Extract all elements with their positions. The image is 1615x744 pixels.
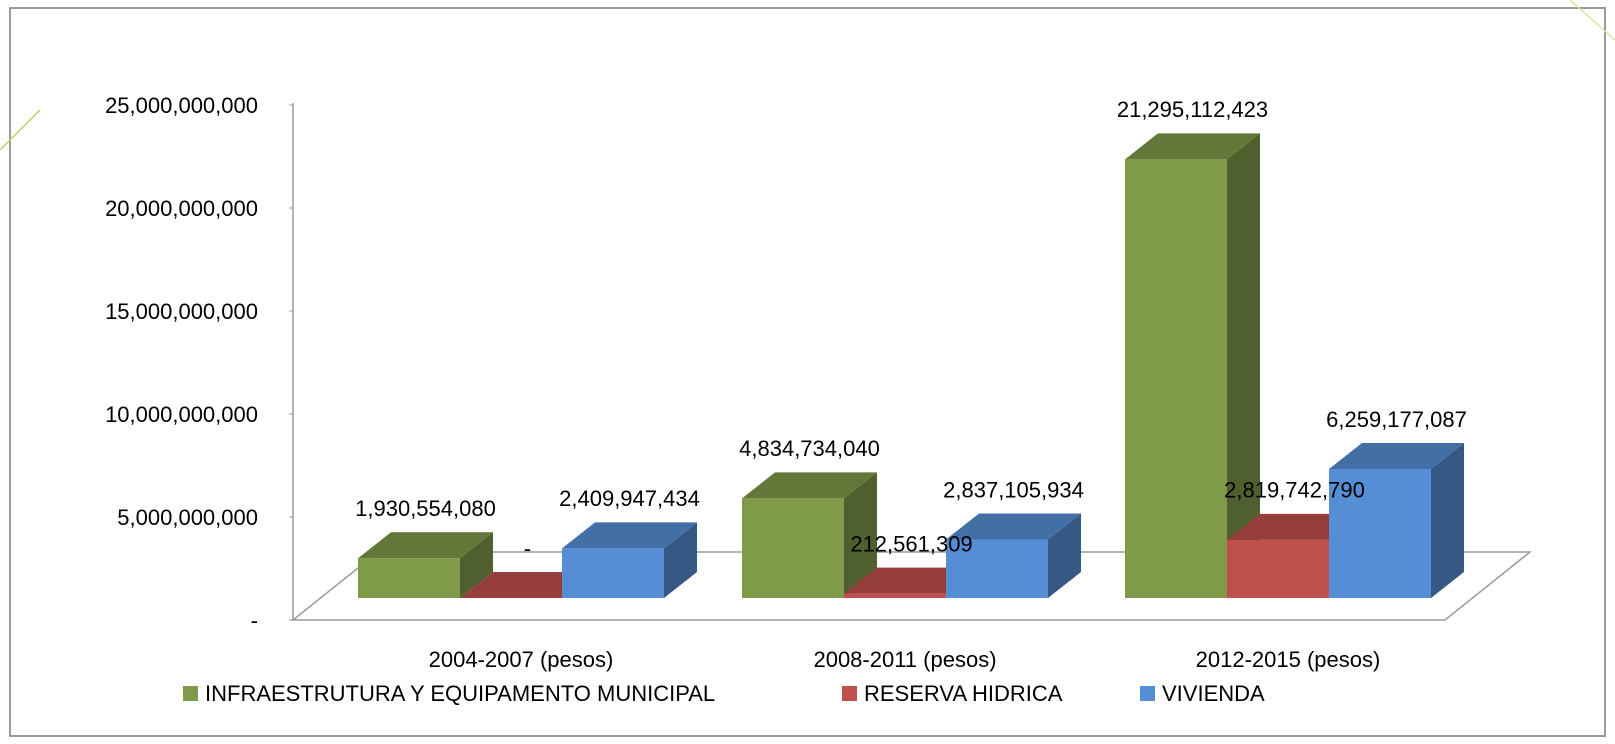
data-label: 21,295,112,423 [1117, 97, 1268, 122]
bar-side [460, 532, 493, 598]
bar-top [358, 532, 493, 559]
bar [562, 522, 697, 598]
y-tick-label: 15,000,000,000 [105, 299, 258, 324]
bar-top [562, 522, 697, 549]
y-tick-label: 20,000,000,000 [105, 196, 258, 221]
bar-top [460, 572, 595, 598]
bar-top [844, 567, 979, 594]
bar-side [664, 522, 697, 598]
bar-front [844, 593, 946, 598]
legend-swatch [1140, 686, 1155, 701]
legend-label: INFRAESTRUTURA Y EQUIPAMENTO MUNICIPAL [205, 681, 715, 706]
data-label: 4,834,734,040 [739, 436, 880, 461]
bar-front [946, 539, 1048, 598]
data-label: 2,819,742,790 [1224, 478, 1365, 503]
y-tick-label: - [251, 608, 258, 633]
y-tick-label: 5,000,000,000 [117, 505, 258, 530]
bar-top [742, 472, 877, 499]
legend-label: RESERVA HIDRICA [864, 681, 1063, 706]
y-tick-label: 10,000,000,000 [105, 402, 258, 427]
bar-front [358, 558, 460, 598]
y-tick-label: 25,000,000,000 [105, 93, 258, 118]
data-label: 6,259,177,087 [1326, 407, 1467, 432]
bar-top [1227, 513, 1362, 540]
bar [946, 513, 1081, 598]
bar [742, 472, 877, 598]
data-label: 212,561,309 [850, 531, 972, 556]
bar-front [1329, 469, 1431, 598]
bar-side [1431, 443, 1464, 598]
data-label: - [524, 536, 531, 561]
bar-top [1329, 443, 1464, 470]
bar-front [562, 548, 664, 598]
data-label: 1,930,554,080 [355, 496, 496, 521]
decoration [1569, 0, 1615, 41]
bar [460, 572, 595, 598]
x-tick-label: 2012-2015 (pesos) [1196, 647, 1381, 672]
bar-top [946, 513, 1081, 540]
bar-side [1227, 133, 1260, 598]
bar [1227, 513, 1362, 598]
bar-front [1227, 539, 1329, 598]
x-tick-label: 2004-2007 (pesos) [429, 647, 614, 672]
bar-front [742, 498, 844, 598]
bar-top [1125, 133, 1260, 160]
bar-side [844, 472, 877, 598]
data-label: 2,409,947,434 [559, 486, 700, 511]
decoration [0, 109, 41, 151]
legend-swatch [842, 686, 857, 701]
data-label: 2,837,105,934 [943, 477, 1084, 502]
bar-side [1048, 513, 1081, 598]
x-tick-label: 2008-2011 (pesos) [813, 647, 996, 672]
legend-label: VIVIENDA [1162, 681, 1265, 706]
bar [358, 532, 493, 598]
bar-front [1125, 159, 1227, 598]
bar [1125, 133, 1260, 598]
bar [1329, 443, 1464, 598]
legend-swatch [183, 686, 198, 701]
